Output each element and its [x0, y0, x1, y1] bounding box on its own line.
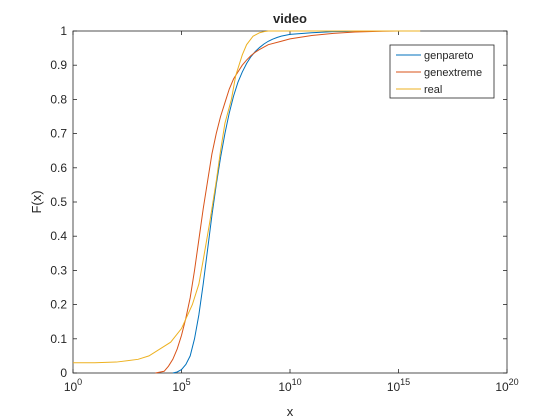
x-tick-base: 10 — [387, 380, 401, 394]
x-tick-base: 10 — [278, 380, 292, 394]
legend: genpareto genextreme real — [389, 44, 495, 99]
x-tick-exponent: 20 — [509, 377, 519, 387]
chart-title: video — [273, 11, 307, 26]
x-tick-base: 10 — [495, 380, 509, 394]
y-tick-label: 1 — [60, 24, 67, 38]
legend-label-real: real — [424, 84, 442, 96]
x-tick-label: 1015 — [387, 377, 410, 394]
x-tick-exponent: 10 — [292, 377, 302, 387]
x-tick-exponent: 5 — [186, 377, 191, 387]
y-tick-label: 0.2 — [50, 298, 67, 312]
series-line-genextreme — [155, 30, 408, 374]
y-axis-ticks: 0 0.1 0.2 0.3 0.4 0.5 0.6 0.7 0.8 0.9 1 — [50, 24, 507, 380]
x-tick-exponent: 15 — [400, 377, 410, 387]
x-tick-base: 10 — [64, 380, 78, 394]
series-line-real — [73, 30, 421, 364]
x-tick-label: 105 — [172, 377, 190, 394]
legend-label-genpareto: genpareto — [424, 50, 474, 62]
y-tick-label: 0.4 — [50, 229, 67, 243]
x-tick-base: 10 — [172, 380, 186, 394]
y-tick-label: 0.3 — [50, 263, 67, 277]
legend-label-genextreme: genextreme — [424, 67, 482, 79]
x-axis-label: x — [287, 404, 294, 419]
y-tick-label: 0.8 — [50, 92, 67, 106]
x-axis-ticks: 100 105 1010 1015 1020 — [64, 31, 519, 394]
series-layer — [73, 30, 421, 374]
series-line-genpareto — [172, 30, 399, 374]
x-tick-label: 100 — [64, 377, 82, 394]
x-tick-exponent: 0 — [77, 377, 82, 387]
x-tick-label: 1010 — [278, 377, 301, 394]
y-tick-label: 0.5 — [50, 195, 67, 209]
y-tick-label: 0.9 — [50, 58, 67, 72]
y-axis-label: F(x) — [29, 190, 44, 213]
y-tick-label: 0.7 — [50, 127, 67, 141]
y-tick-label: 0 — [60, 366, 67, 380]
y-tick-label: 0.1 — [50, 332, 67, 346]
y-tick-label: 0.6 — [50, 161, 67, 175]
x-tick-label: 1020 — [495, 377, 518, 394]
